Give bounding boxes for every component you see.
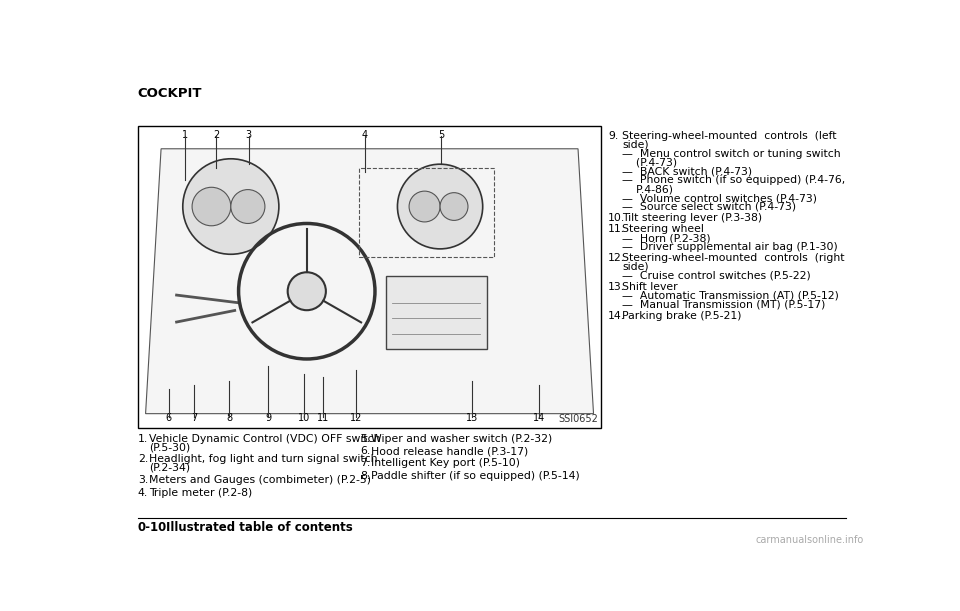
Text: Hood release handle (P.3-17): Hood release handle (P.3-17): [372, 446, 528, 456]
Text: 3.: 3.: [138, 475, 148, 485]
Text: 7.: 7.: [360, 458, 371, 468]
Text: —  Manual Transmission (MT) (P.5-17): — Manual Transmission (MT) (P.5-17): [622, 300, 826, 310]
Circle shape: [192, 188, 230, 226]
Text: —  Menu control switch or tuning switch: — Menu control switch or tuning switch: [622, 149, 841, 159]
Text: Steering-wheel-mounted  controls  (right: Steering-wheel-mounted controls (right: [622, 253, 845, 263]
Text: 14.: 14.: [609, 311, 625, 321]
Text: 6.: 6.: [360, 446, 371, 456]
Text: 11: 11: [317, 413, 329, 423]
Text: —  Automatic Transmission (AT) (P.5-12): — Automatic Transmission (AT) (P.5-12): [622, 291, 839, 301]
Text: —  BACK switch (P.4-73): — BACK switch (P.4-73): [622, 166, 753, 177]
Text: 4: 4: [362, 130, 368, 141]
Text: 6: 6: [166, 413, 172, 423]
Text: —  Phone switch (if so equipped) (P.4-76,: — Phone switch (if so equipped) (P.4-76,: [622, 175, 846, 185]
Text: 13.: 13.: [609, 282, 625, 292]
Text: (P.4-73): (P.4-73): [622, 158, 678, 167]
Text: carmanualsonline.info: carmanualsonline.info: [756, 535, 864, 546]
Text: COCKPIT: COCKPIT: [138, 87, 203, 100]
Text: 4.: 4.: [138, 488, 148, 497]
Text: Z: Z: [300, 279, 313, 297]
Text: 0-10: 0-10: [138, 521, 167, 535]
Text: 8: 8: [227, 413, 232, 423]
Text: 3: 3: [246, 130, 252, 141]
Bar: [386, 276, 487, 349]
Text: —  Source select switch (P.4-73): — Source select switch (P.4-73): [622, 202, 797, 212]
Text: —  Cruise control switches (P.5-22): — Cruise control switches (P.5-22): [622, 271, 811, 281]
Text: 5: 5: [438, 130, 444, 141]
Text: 10.: 10.: [609, 213, 626, 223]
Circle shape: [288, 273, 325, 310]
Bar: [359, 168, 494, 257]
Text: Meters and Gauges (combimeter) (P.2-5): Meters and Gauges (combimeter) (P.2-5): [149, 475, 371, 485]
Text: —  Driver supplemental air bag (P.1-30): — Driver supplemental air bag (P.1-30): [622, 242, 838, 252]
Text: 2: 2: [213, 130, 219, 141]
Text: P.4-86): P.4-86): [622, 184, 673, 194]
Text: 13: 13: [466, 413, 478, 423]
Text: 8.: 8.: [360, 470, 371, 481]
Text: 9.: 9.: [609, 131, 618, 141]
Text: Parking brake (P.5-21): Parking brake (P.5-21): [622, 311, 742, 321]
Text: (P.5-30): (P.5-30): [149, 442, 190, 452]
Text: Wiper and washer switch (P.2-32): Wiper and washer switch (P.2-32): [372, 434, 552, 444]
Text: 12: 12: [350, 413, 363, 423]
Text: Shift lever: Shift lever: [622, 282, 678, 292]
Bar: [138, 126, 601, 428]
Text: SSI0652: SSI0652: [559, 414, 598, 425]
Text: side): side): [622, 140, 649, 150]
Text: 1.: 1.: [138, 434, 148, 444]
Text: 14: 14: [533, 413, 545, 423]
Circle shape: [409, 191, 440, 222]
Text: 10: 10: [299, 413, 311, 423]
Text: side): side): [622, 262, 649, 272]
Text: Steering wheel: Steering wheel: [622, 224, 704, 234]
Text: 2.: 2.: [138, 455, 148, 464]
Circle shape: [230, 189, 265, 224]
Circle shape: [182, 159, 278, 254]
Text: 12.: 12.: [609, 253, 625, 263]
Text: Steering-wheel-mounted  controls  (left: Steering-wheel-mounted controls (left: [622, 131, 837, 141]
Text: Intelligent Key port (P.5-10): Intelligent Key port (P.5-10): [372, 458, 520, 468]
Text: 11.: 11.: [609, 224, 625, 234]
Text: Vehicle Dynamic Control (VDC) OFF switch: Vehicle Dynamic Control (VDC) OFF switch: [149, 434, 380, 444]
Text: 1: 1: [182, 130, 188, 141]
Text: Paddle shifter (if so equipped) (P.5-14): Paddle shifter (if so equipped) (P.5-14): [372, 470, 580, 481]
Text: —  Volume control switches (P.4-73): — Volume control switches (P.4-73): [622, 193, 817, 203]
Text: Tilt steering lever (P.3-38): Tilt steering lever (P.3-38): [622, 213, 762, 223]
Text: 9: 9: [265, 413, 271, 423]
Text: 5.: 5.: [360, 434, 371, 444]
Text: 7: 7: [191, 413, 198, 423]
Text: Illustrated table of contents: Illustrated table of contents: [166, 521, 353, 535]
Circle shape: [397, 164, 483, 249]
Text: Headlight, fog light and turn signal switch: Headlight, fog light and turn signal swi…: [149, 455, 377, 464]
Text: (P.2-34): (P.2-34): [149, 463, 190, 473]
Text: —  Horn (P.2-38): — Horn (P.2-38): [622, 233, 710, 243]
Polygon shape: [146, 149, 593, 414]
Text: Triple meter (P.2-8): Triple meter (P.2-8): [149, 488, 252, 497]
Circle shape: [440, 192, 468, 221]
